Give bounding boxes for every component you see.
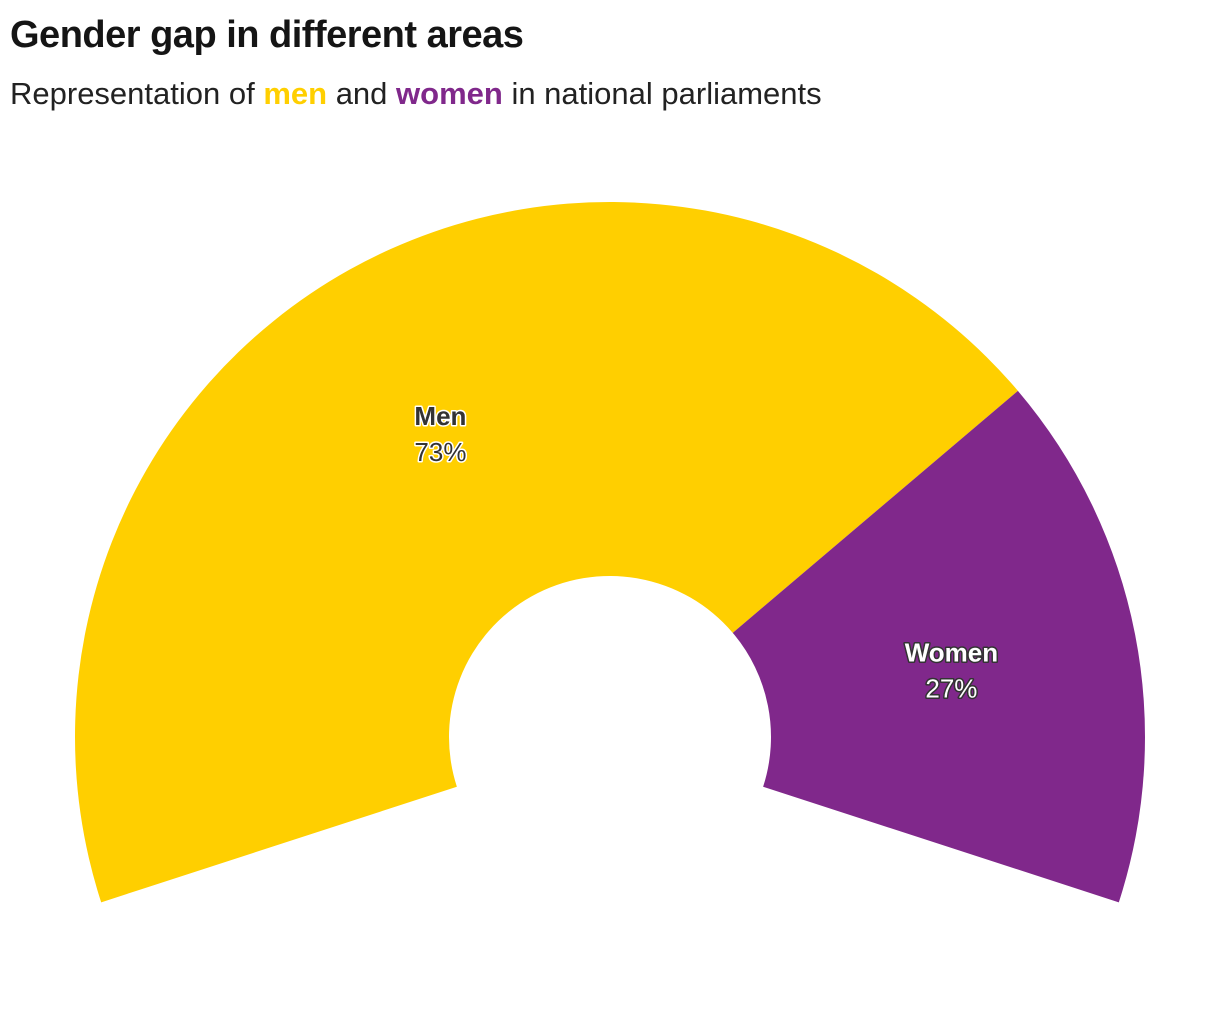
slice-value-women: 27%	[925, 674, 977, 704]
chart-title: Gender gap in different areas	[10, 14, 524, 56]
chart-slices	[75, 202, 1145, 903]
subtitle-women-highlight: women	[396, 76, 503, 111]
slice-label-women: Women	[905, 638, 998, 668]
slice-men	[75, 202, 1018, 903]
subtitle-men-highlight: men	[263, 76, 328, 111]
slice-women	[732, 390, 1145, 903]
chart-subtitle: Representation of men and women in natio…	[10, 76, 822, 112]
slice-label-men: Men	[414, 401, 466, 431]
subtitle-text-start: Representation of	[10, 76, 264, 111]
subtitle-text-end: in national parliaments	[502, 76, 822, 111]
chart-labels: Men 73% Women 27%	[413, 400, 1000, 706]
slice-value-men: 73%	[414, 437, 466, 467]
subtitle-text-middle: and	[327, 76, 397, 111]
